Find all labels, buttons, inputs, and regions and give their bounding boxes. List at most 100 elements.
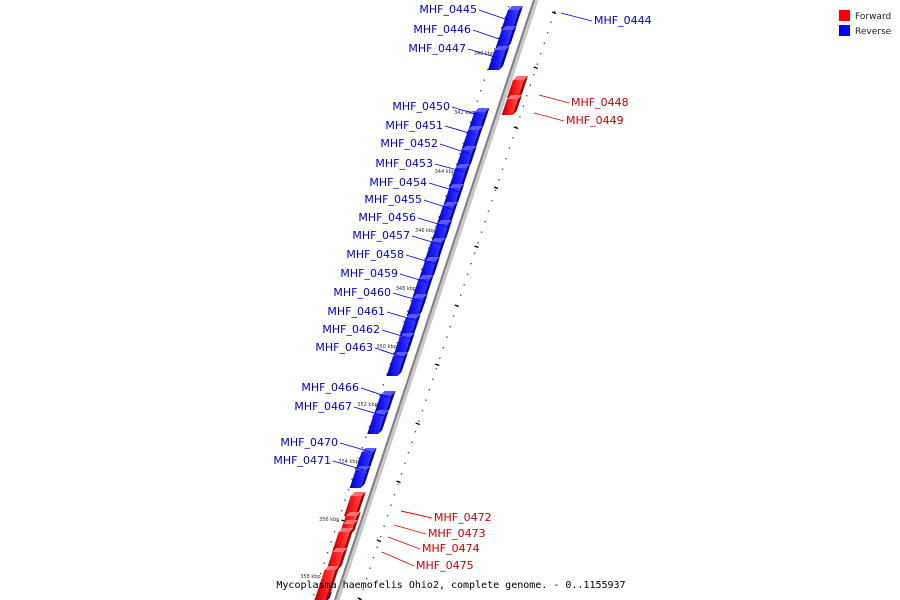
minor-tick-left [320, 573, 322, 575]
minor-tick-right [484, 221, 486, 223]
minor-tick-right [470, 263, 472, 265]
gene-leader-line [533, 112, 565, 122]
gene-label-mhf-0456[interactable]: MHF_0456 [358, 211, 416, 224]
gene-leader-line [417, 217, 449, 228]
gene-label-mhf-0472[interactable]: MHF_0472 [434, 511, 492, 524]
minor-tick-left [501, 27, 503, 29]
gene-leader-line [439, 143, 471, 155]
minor-tick-right [505, 158, 507, 160]
gene-label-mhf-0461[interactable]: MHF_0461 [327, 305, 385, 318]
gene-label-mhf-0460[interactable]: MHF_0460 [333, 286, 391, 299]
minor-tick-left [344, 499, 346, 501]
minor-tick-right [366, 578, 368, 580]
minor-tick-right [547, 32, 549, 34]
gene-label-mhf-0445[interactable]: MHF_0445 [419, 3, 477, 16]
minor-tick-left [365, 436, 367, 438]
major-tick-right [435, 363, 440, 367]
minor-tick-left [361, 447, 364, 449]
major-tick-right [357, 597, 362, 600]
gene-label-mhf-0474[interactable]: MHF_0474 [422, 542, 480, 555]
minor-tick-right [491, 200, 493, 202]
gene-label-mhf-0475[interactable]: MHF_0475 [416, 559, 474, 572]
gene-label-mhf-0449[interactable]: MHF_0449 [566, 114, 624, 127]
tick-label: 354 kbp [338, 459, 358, 465]
minor-tick-left [351, 478, 353, 480]
minor-tick-left [400, 331, 402, 333]
reverse-gene-block [455, 146, 477, 168]
gene-leader-line [434, 163, 466, 173]
gene-label-mhf-0444[interactable]: MHF_0444 [594, 14, 652, 27]
forward-gene-block [314, 566, 340, 600]
minor-tick-left [326, 552, 329, 554]
reverse-swatch [839, 25, 850, 36]
minor-tick-left [494, 48, 496, 50]
minor-tick-left [490, 58, 492, 60]
tick-label: 350 kbp [377, 344, 397, 350]
gene-label-mhf-0448[interactable]: MHF_0448 [571, 96, 629, 109]
gene-label-mhf-0467[interactable]: MHF_0467 [294, 400, 352, 413]
minor-tick-right [442, 347, 444, 349]
minor-tick-right [393, 494, 396, 496]
tick-label: 352 kbp [357, 402, 377, 408]
gene-label-mhf-0463[interactable]: MHF_0463 [315, 341, 373, 354]
tick-label: 344 kbp [435, 169, 455, 175]
minor-tick-left [420, 268, 423, 270]
gene-leader-line [392, 292, 425, 303]
minor-tick-right [411, 441, 413, 443]
reverse-gene-block [448, 164, 471, 188]
minor-tick-left [330, 541, 332, 543]
gene-label-mhf-0458[interactable]: MHF_0458 [346, 248, 404, 261]
minor-tick-left [497, 37, 499, 39]
minor-tick-right [383, 525, 385, 527]
minor-tick-right [473, 252, 476, 254]
gene-label-mhf-0454[interactable]: MHF_0454 [369, 176, 427, 189]
legend-forward-label: Forward [855, 12, 891, 22]
gene-label-mhf-0473[interactable]: MHF_0473 [428, 527, 486, 540]
gene-label-mhf-0446[interactable]: MHF_0446 [413, 23, 471, 36]
gene-label-mhf-0457[interactable]: MHF_0457 [352, 229, 410, 242]
minor-tick-left [508, 6, 510, 8]
gene-label-mhf-0453[interactable]: MHF_0453 [375, 157, 433, 170]
minor-tick-left [427, 247, 430, 249]
minor-tick-left [340, 510, 343, 512]
gene-leader-line [405, 254, 437, 265]
gene-label-mhf-0470[interactable]: MHF_0470 [280, 436, 338, 449]
minor-tick-left [487, 69, 489, 71]
minor-tick-right [397, 483, 399, 485]
minor-tick-right [522, 105, 525, 107]
tick-label: 358 kbp [300, 574, 320, 580]
reverse-gene-block [355, 448, 377, 470]
minor-tick-left [407, 310, 409, 312]
gene-label-mhf-0451[interactable]: MHF_0451 [385, 119, 443, 132]
gene-label-mhf-0450[interactable]: MHF_0450 [392, 100, 450, 113]
reverse-gene-block [501, 6, 523, 30]
tick-label: 348 kbp [396, 286, 416, 292]
gene-label-mhf-0455[interactable]: MHF_0455 [364, 193, 422, 206]
gene-label-mhf-0462[interactable]: MHF_0462 [322, 323, 380, 336]
gene-label-mhf-0447[interactable]: MHF_0447 [408, 42, 466, 55]
minor-tick-right [418, 420, 420, 422]
forward-gene-block [344, 492, 366, 516]
minor-tick-right [439, 357, 441, 359]
minor-tick-right [407, 452, 410, 454]
minor-tick-right [494, 189, 497, 191]
minor-tick-right [453, 315, 455, 317]
minor-tick-right [487, 210, 490, 212]
gene-leader-line [467, 48, 499, 59]
gene-label-mhf-0471[interactable]: MHF_0471 [273, 454, 331, 467]
minor-tick-left [354, 468, 357, 470]
minor-tick-left [386, 373, 388, 375]
minor-tick-right [536, 63, 538, 65]
gene-label-mhf-0459[interactable]: MHF_0459 [340, 267, 398, 280]
minor-tick-right [390, 504, 392, 506]
major-tick-right [474, 245, 479, 249]
gene-label-mhf-0452[interactable]: MHF_0452 [380, 137, 438, 150]
minor-tick-right [519, 116, 521, 118]
gene-label-mhf-0466[interactable]: MHF_0466 [301, 381, 359, 394]
minor-tick-left [358, 457, 360, 459]
minor-tick-right [446, 336, 448, 338]
minor-tick-left [434, 226, 437, 228]
legend-item-forward: Forward [839, 10, 891, 22]
gene-labels: MHF_0444 MHF_0445 MHF_0446 MHF_0447 MHF_0448… [273, 3, 651, 572]
